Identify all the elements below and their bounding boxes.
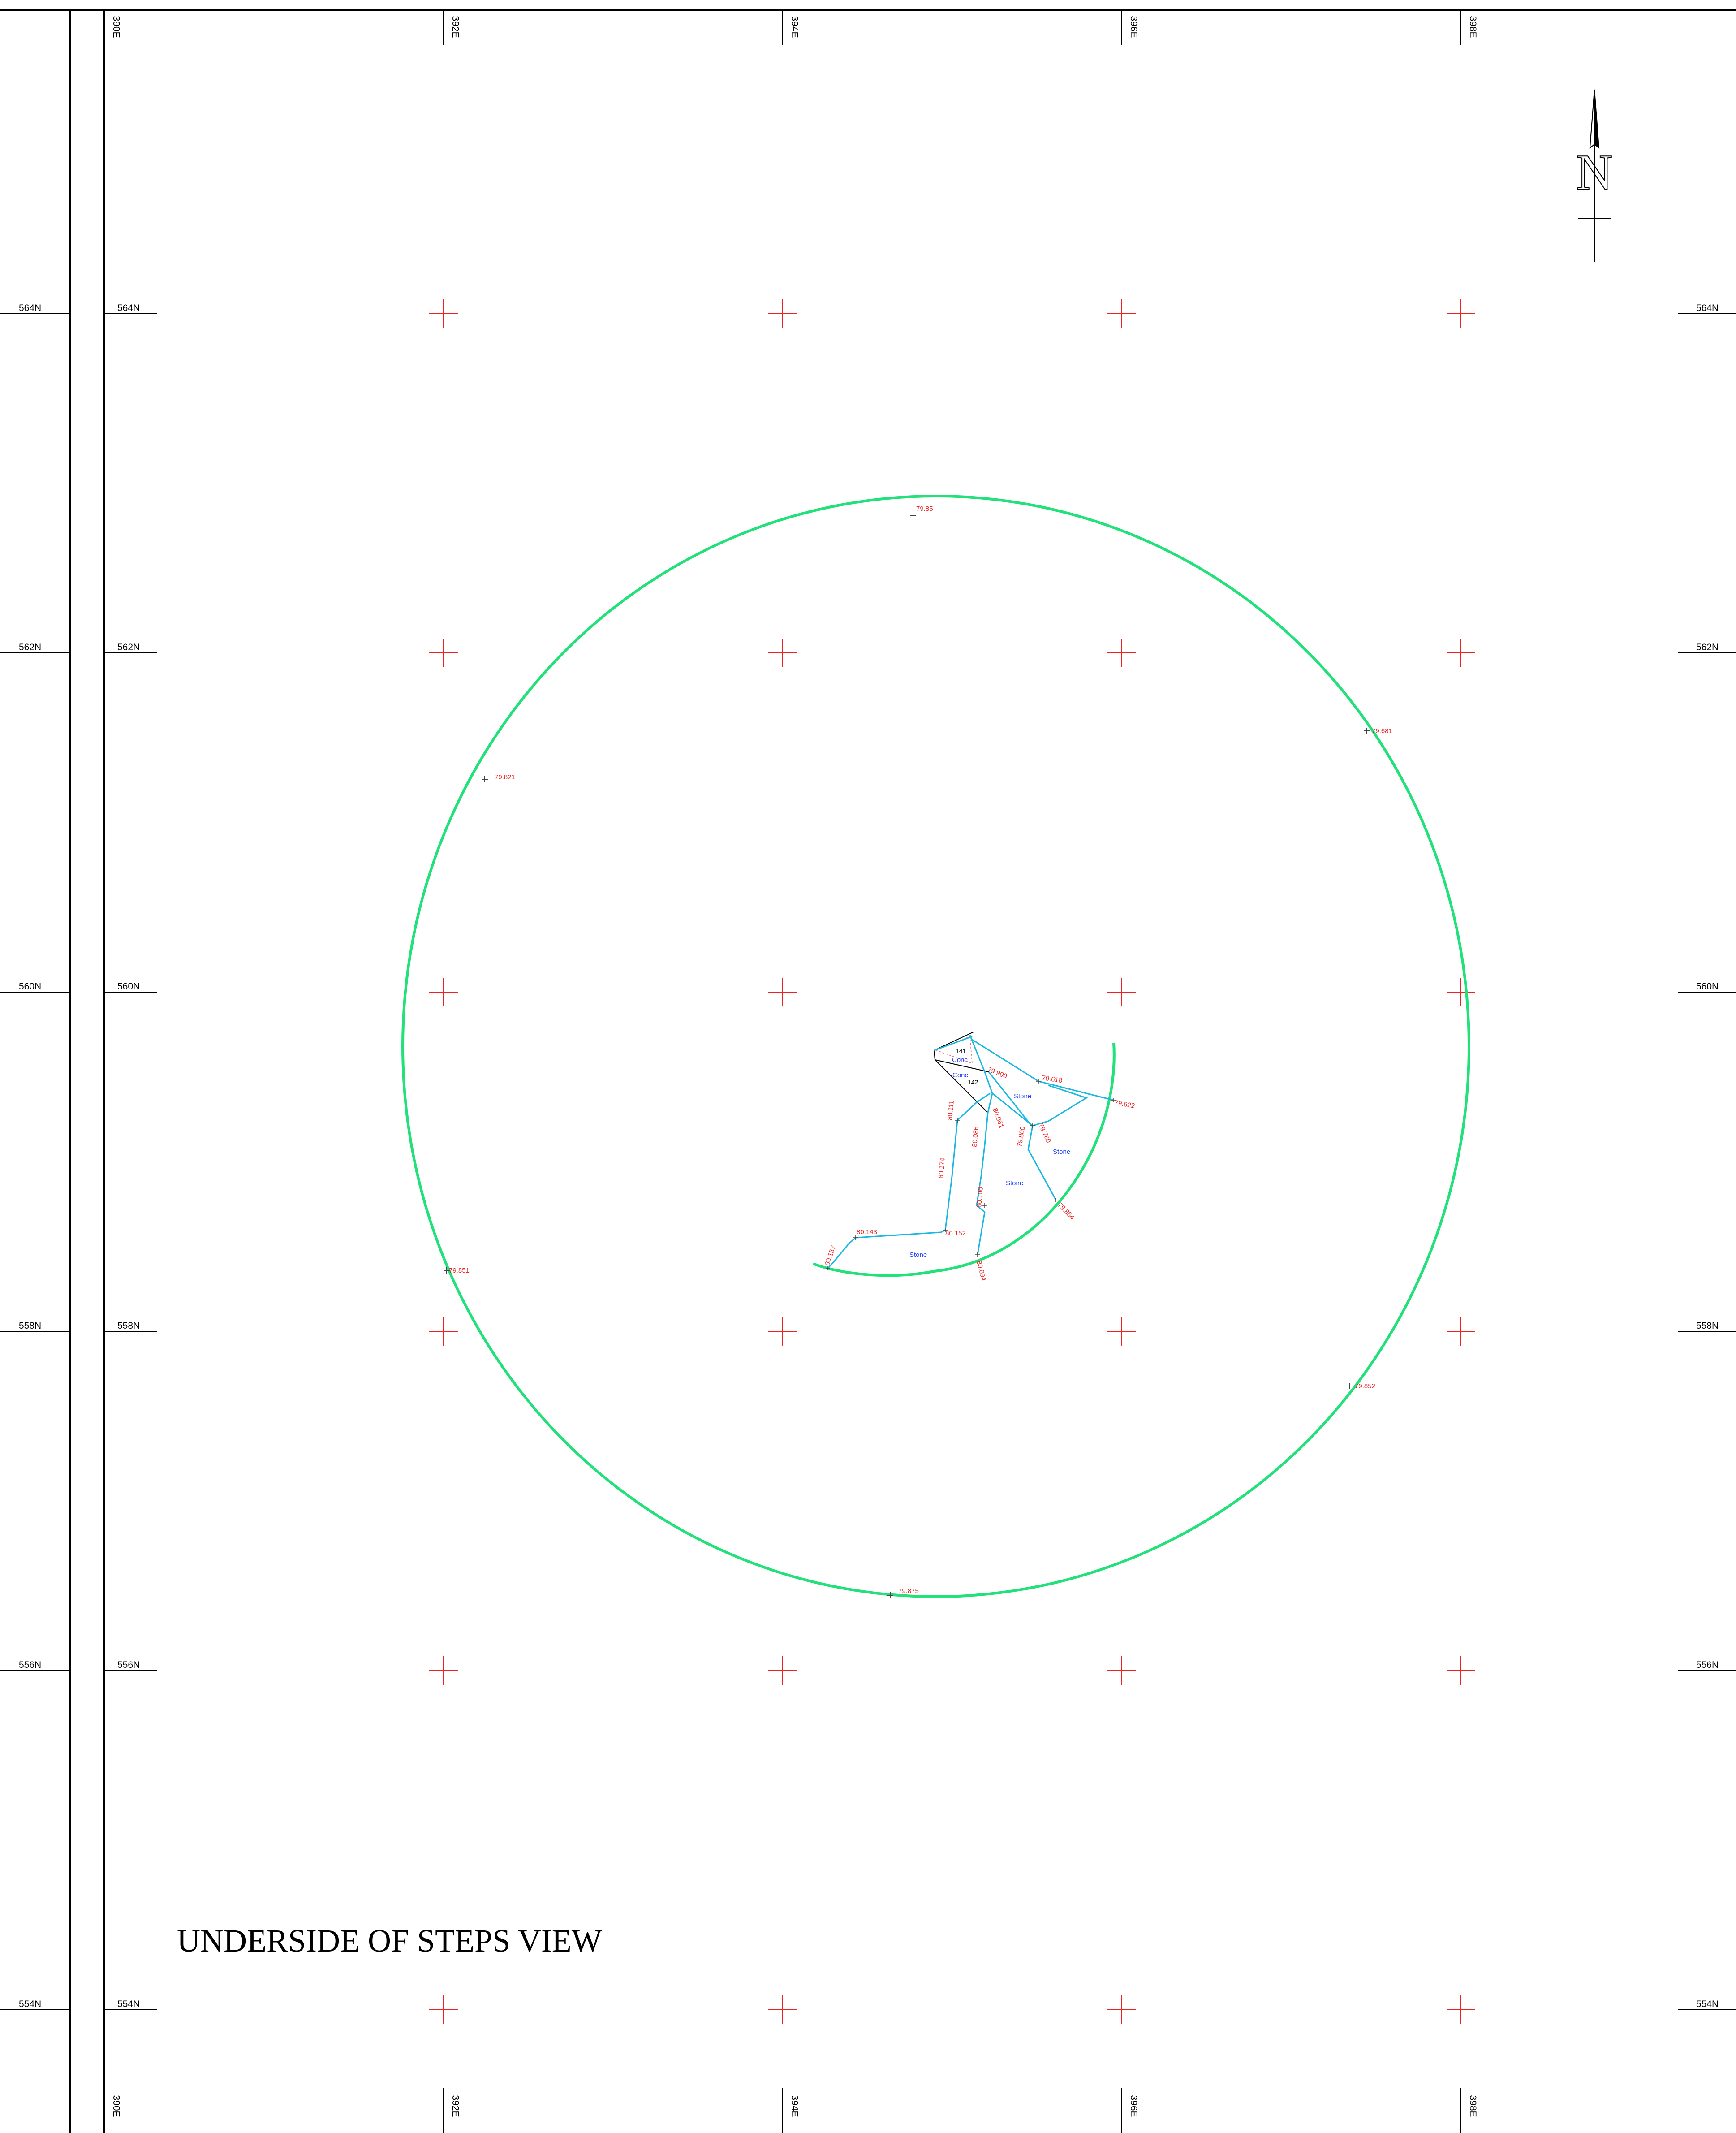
- northing-label: 556N: [19, 1660, 41, 1670]
- spot-level-label: 79.800: [1016, 1126, 1027, 1148]
- northing-labels: 564N 564N 564N 562N 562N 562N 560N 560N …: [19, 303, 1719, 2009]
- spot-level-label: 79.622: [1114, 1099, 1135, 1110]
- northing-label: 560N: [1696, 981, 1719, 992]
- easting-label: 394E: [789, 2095, 800, 2117]
- spot-level-label: 79.851: [449, 1267, 470, 1274]
- easting-labels-top: 390E 392E 394E 396E 398E: [111, 16, 1478, 38]
- step-id-label: 142: [968, 1079, 978, 1086]
- spot-level-label: 79.681: [1372, 727, 1392, 735]
- view-title: UNDERSIDE OF STEPS VIEW: [177, 1923, 602, 1959]
- northing-label: 564N: [117, 303, 140, 313]
- step-id-label: 141: [956, 1047, 966, 1054]
- material-label: Stone: [909, 1251, 927, 1259]
- northing-label: 558N: [1696, 1321, 1719, 1331]
- easting-label: 398E: [1468, 16, 1478, 38]
- spot-level-label: 79.780: [1037, 1123, 1052, 1144]
- spot-level-label: 80.143: [857, 1228, 877, 1236]
- spot-level-label: 80.157: [823, 1244, 838, 1266]
- easting-label: 392E: [450, 2095, 461, 2117]
- spot-level-label: 79.875: [898, 1587, 919, 1595]
- material-label: Stone: [1006, 1179, 1023, 1187]
- northing-ticks: [0, 313, 1736, 2010]
- stone-step-outlines: [827, 1035, 1114, 1269]
- northing-label: 560N: [19, 981, 41, 992]
- north-arrow: N: [1576, 89, 1613, 262]
- northing-label: 554N: [1696, 1999, 1719, 2009]
- step-spot-labels: 79.900 79.618 79.622 80.061 79.780 79.80…: [823, 1066, 1136, 1282]
- spot-level-label: 80.086: [971, 1126, 980, 1147]
- easting-label: 394E: [789, 16, 800, 38]
- easting-label: 396E: [1129, 2095, 1139, 2117]
- easting-label: 390E: [111, 16, 121, 38]
- inner-arc: [812, 1042, 1116, 1277]
- northing-label: 562N: [19, 642, 41, 652]
- spot-level-label: 79.900: [986, 1066, 1008, 1080]
- northing-label: 564N: [1696, 303, 1719, 313]
- northing-label: 558N: [19, 1321, 41, 1331]
- spot-level-label: 80.111: [946, 1100, 956, 1120]
- spot-level-label: 80.174: [937, 1157, 947, 1179]
- spot-level-label: 80.100: [975, 1187, 985, 1208]
- northing-label: 556N: [1696, 1660, 1719, 1670]
- spot-level-label: 79.854: [1056, 1201, 1076, 1221]
- circle-spot-markers: [444, 513, 1370, 1598]
- material-label: Conc: [952, 1056, 968, 1064]
- north-label: N: [1577, 145, 1613, 200]
- northing-label: 558N: [117, 1321, 140, 1331]
- spot-level-label: 80.061: [991, 1107, 1005, 1129]
- spot-level-label: 80.152: [945, 1230, 966, 1237]
- step-ids: 141 142: [956, 1047, 978, 1086]
- northing-label: 554N: [19, 1999, 41, 2009]
- material-labels: Conc Conc Stone Stone Stone Stone: [909, 1056, 1070, 1259]
- circle-spot-labels: 79.85 79.681 79.821 79.851 79.852 79.875: [449, 505, 1392, 1595]
- easting-label: 396E: [1129, 16, 1139, 38]
- northing-label: 554N: [117, 1999, 140, 2009]
- drawing-frame: [0, 9, 1736, 2133]
- northing-label: 562N: [117, 642, 140, 652]
- northing-label: 564N: [19, 303, 41, 313]
- easting-labels-bottom: 390E 392E 394E 396E 398E: [111, 2095, 1478, 2117]
- northing-label: 560N: [117, 981, 140, 992]
- material-label: Stone: [1014, 1092, 1031, 1100]
- outer-circle: [401, 495, 1470, 1598]
- material-label: Stone: [1053, 1148, 1070, 1156]
- grid-crosses: [429, 299, 1475, 2024]
- spot-level-label: 79.85: [916, 505, 933, 513]
- northing-label: 562N: [1696, 642, 1719, 652]
- step-spot-markers: [826, 1079, 1116, 1270]
- spot-level-label: 79.618: [1041, 1074, 1063, 1084]
- easting-label: 392E: [450, 16, 461, 38]
- northing-label: 556N: [117, 1660, 140, 1670]
- easting-ticks: [104, 10, 1461, 2133]
- material-label: Conc: [952, 1071, 969, 1079]
- easting-label: 390E: [111, 2095, 121, 2117]
- spot-level-label: 79.821: [495, 773, 515, 781]
- spot-level-label: 80.094: [975, 1260, 987, 1282]
- spot-level-label: 79.852: [1355, 1382, 1375, 1390]
- easting-label: 398E: [1468, 2095, 1478, 2117]
